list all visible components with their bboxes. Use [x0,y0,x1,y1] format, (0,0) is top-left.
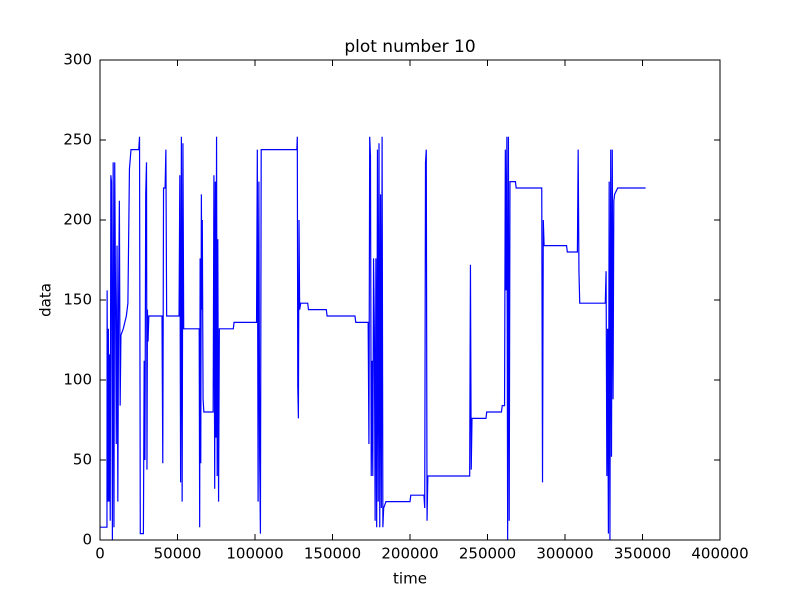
data-line [100,136,646,541]
x-tick-label: 200000 [381,545,438,563]
x-tick-label: 350000 [614,545,671,563]
y-tick-label: 200 [63,211,92,229]
y-tick-label: 250 [63,131,92,149]
chart-title: plot number 10 [344,37,475,57]
y-tick-label: 50 [73,451,92,469]
x-tick-label: 300000 [536,545,593,563]
x-tick-label: 150000 [304,545,361,563]
x-axis-label: time [393,570,427,588]
x-tick-label: 400000 [691,545,748,563]
y-axis-label: data [37,283,55,317]
y-tick-label: 0 [82,531,92,549]
y-tick-label: 300 [63,51,92,69]
x-tick-label: 50000 [154,545,202,563]
x-tick-label: 0 [95,545,105,563]
y-tick-label: 100 [63,371,92,389]
x-tick-label: 100000 [226,545,283,563]
y-tick-label: 150 [63,291,92,309]
x-tick-label: 250000 [459,545,516,563]
